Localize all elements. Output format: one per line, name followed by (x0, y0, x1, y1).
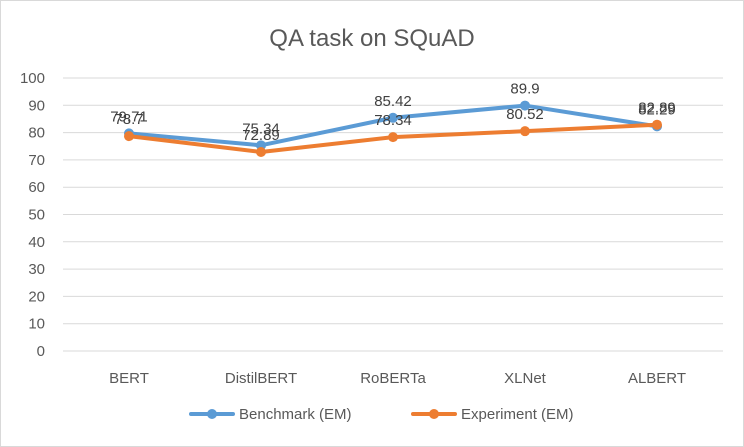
data-point-benchmark-em-xlnet (520, 100, 530, 111)
data-point-experiment-em-bert (124, 131, 134, 142)
x-tick-label-xlnet: XLNet (504, 370, 547, 387)
x-axis-ticks: BERT DistilBERT RoBERTa XLNet ALBERT (109, 370, 686, 387)
legend: Benchmark (EM) Experiment (EM) (189, 406, 574, 423)
legend-marker-experiment-em (429, 409, 439, 419)
data-label-experiment-em-bert: 78.7 (114, 111, 143, 128)
legend-label-experiment-em: Experiment (EM) (461, 406, 574, 423)
data-labels: 79.71 75.34 85.42 89.9 82.29 78.7 72.89 78.34 80… (110, 81, 676, 144)
y-tick-label-20: 20 (28, 288, 45, 305)
y-tick-label-10: 10 (28, 316, 45, 333)
series-lines (124, 100, 662, 158)
data-label-benchmark-em-bert: 79.71 (110, 108, 148, 125)
x-tick-label-roberta: RoBERTa (360, 370, 426, 387)
data-label-experiment-em-roberta: 78.34 (374, 112, 412, 129)
data-label-experiment-em-xlnet: 80.52 (506, 106, 544, 123)
data-label-experiment-em-albert: 82.89 (638, 100, 676, 117)
y-tick-label-0: 0 (37, 343, 45, 360)
data-point-experiment-em-albert (652, 119, 662, 130)
x-tick-label-distilbert: DistilBERT (225, 370, 297, 387)
legend-label-benchmark-em: Benchmark (EM) (239, 406, 352, 423)
y-tick-label-90: 90 (28, 97, 45, 114)
data-label-experiment-em-distilbert: 72.89 (242, 127, 280, 144)
data-point-experiment-em-distilbert (256, 147, 266, 158)
y-tick-label-70: 70 (28, 152, 45, 169)
y-tick-label-80: 80 (28, 125, 45, 142)
data-point-benchmark-em-roberta (388, 112, 398, 123)
x-tick-label-albert: ALBERT (628, 370, 686, 387)
y-tick-label-60: 60 (28, 179, 45, 196)
y-tick-label-30: 30 (28, 261, 45, 278)
legend-marker-benchmark-em (207, 409, 217, 419)
chart-title: QA task on SQuAD (269, 25, 474, 52)
data-label-benchmark-em-distilbert: 75.34 (242, 120, 280, 137)
y-tick-label-100: 100 (20, 70, 45, 87)
y-tick-label-50: 50 (28, 207, 45, 224)
data-label-benchmark-em-roberta: 85.42 (374, 93, 412, 110)
y-axis-ticks: 0 10 20 30 40 50 60 70 80 90 100 (20, 70, 45, 360)
y-tick-label-40: 40 (28, 234, 45, 251)
data-point-experiment-em-roberta (388, 132, 398, 143)
data-label-benchmark-em-albert: 82.29 (638, 101, 676, 118)
data-point-experiment-em-xlnet (520, 126, 530, 137)
data-label-benchmark-em-xlnet: 89.9 (510, 81, 539, 98)
x-tick-label-bert: BERT (109, 370, 149, 387)
